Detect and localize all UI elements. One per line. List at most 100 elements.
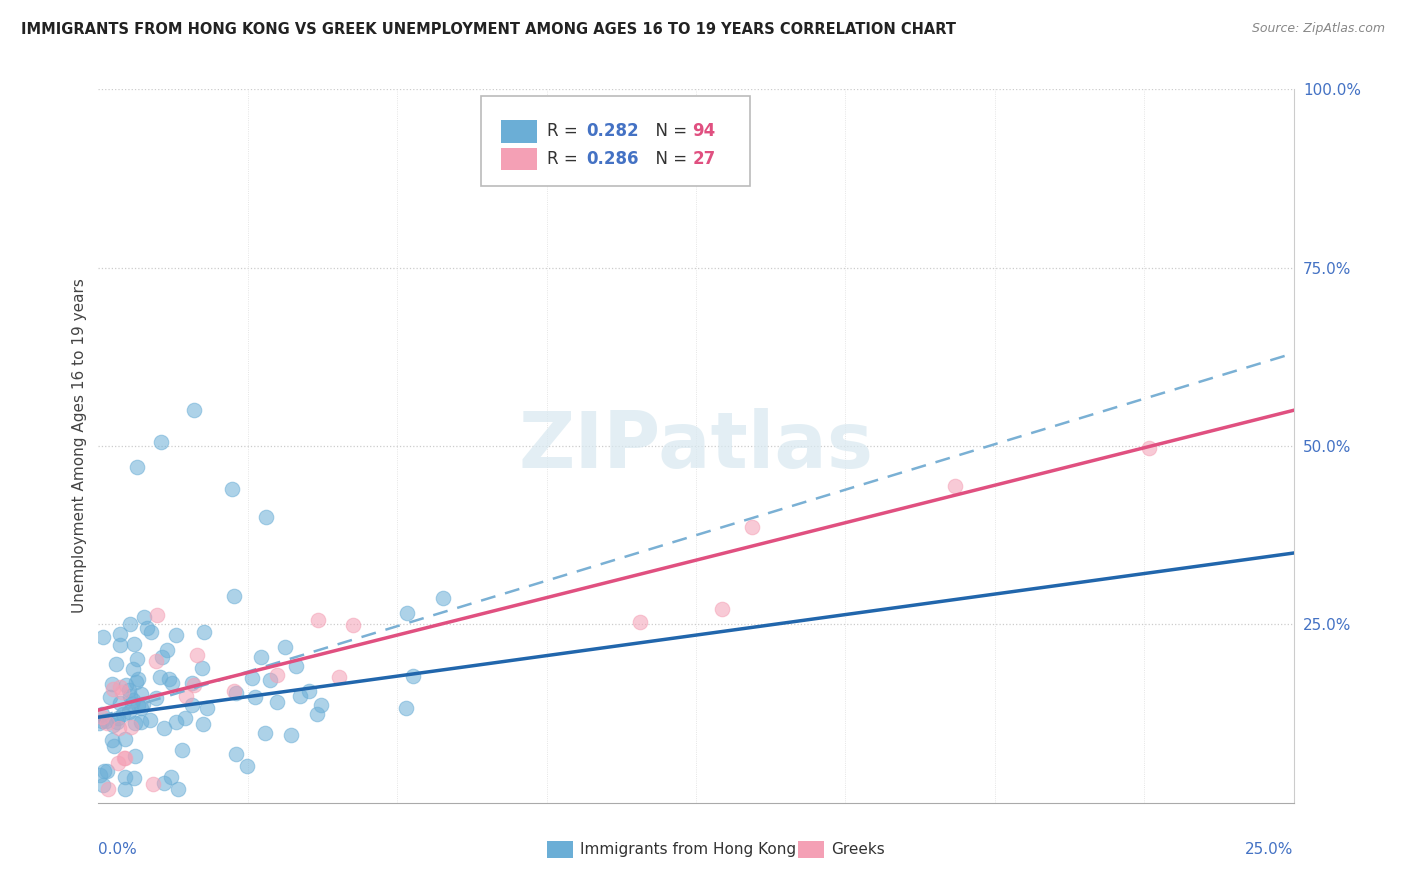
Text: Immigrants from Hong Kong: Immigrants from Hong Kong xyxy=(581,842,796,856)
Point xyxy=(108,722,131,736)
Point xyxy=(394,701,416,715)
Y-axis label: Unemployment Among Ages 16 to 19 years: Unemployment Among Ages 16 to 19 years xyxy=(72,278,87,614)
Point xyxy=(222,684,245,698)
Point xyxy=(165,715,187,730)
Point xyxy=(103,739,125,753)
Point xyxy=(221,482,243,496)
Point xyxy=(91,778,114,792)
Point xyxy=(107,711,129,725)
Point xyxy=(186,648,208,663)
Point xyxy=(240,671,263,685)
Point xyxy=(103,717,125,731)
Point xyxy=(139,713,162,727)
Point xyxy=(235,759,257,773)
Point xyxy=(307,707,329,722)
Point xyxy=(191,717,214,731)
FancyBboxPatch shape xyxy=(797,840,824,858)
Point xyxy=(183,403,205,417)
Point xyxy=(274,640,297,654)
Point xyxy=(108,627,131,641)
Point xyxy=(114,770,136,784)
Point xyxy=(157,672,180,686)
Point xyxy=(254,510,277,524)
Point xyxy=(96,764,118,778)
Point xyxy=(127,672,149,686)
Text: 94: 94 xyxy=(692,122,716,140)
Point xyxy=(120,720,142,734)
FancyBboxPatch shape xyxy=(501,120,537,143)
Point xyxy=(124,716,146,731)
Point xyxy=(114,731,136,746)
Point xyxy=(125,460,148,475)
Point xyxy=(118,616,141,631)
FancyBboxPatch shape xyxy=(501,147,537,170)
Point xyxy=(250,649,273,664)
Point xyxy=(118,705,141,719)
Point xyxy=(118,682,141,697)
Point xyxy=(146,608,169,623)
Point xyxy=(120,689,142,703)
Point xyxy=(395,606,418,620)
Point xyxy=(96,714,118,728)
Point xyxy=(945,479,967,493)
Point xyxy=(167,781,190,796)
Point xyxy=(105,657,128,671)
Point xyxy=(153,776,176,790)
Point xyxy=(91,710,114,724)
Text: 25.0%: 25.0% xyxy=(1246,842,1294,857)
Point xyxy=(100,733,122,747)
Point xyxy=(156,642,179,657)
FancyBboxPatch shape xyxy=(547,840,572,858)
Point xyxy=(181,676,204,690)
Point xyxy=(160,771,183,785)
Point xyxy=(122,772,145,786)
Text: R =: R = xyxy=(547,150,582,168)
Point xyxy=(142,777,165,791)
Point xyxy=(121,697,143,711)
Point xyxy=(114,751,136,765)
Point xyxy=(93,764,115,778)
Point xyxy=(108,696,131,710)
Point xyxy=(711,601,734,615)
Point xyxy=(105,714,128,729)
Point xyxy=(309,698,332,713)
Point xyxy=(124,675,146,690)
Point xyxy=(285,658,308,673)
Point xyxy=(91,714,114,728)
Text: IMMIGRANTS FROM HONG KONG VS GREEK UNEMPLOYMENT AMONG AGES 16 TO 19 YEARS CORREL: IMMIGRANTS FROM HONG KONG VS GREEK UNEMP… xyxy=(21,22,956,37)
Text: R =: R = xyxy=(547,122,582,140)
Text: Source: ZipAtlas.com: Source: ZipAtlas.com xyxy=(1251,22,1385,36)
Point xyxy=(115,678,138,692)
Point xyxy=(290,689,312,703)
Point xyxy=(110,680,132,694)
Point xyxy=(129,714,152,729)
Point xyxy=(145,655,167,669)
Point xyxy=(1137,441,1160,455)
Text: 0.0%: 0.0% xyxy=(98,842,138,857)
Point xyxy=(98,690,121,704)
Point xyxy=(149,670,172,684)
Point xyxy=(108,638,131,652)
Point xyxy=(342,618,364,632)
Point xyxy=(122,637,145,651)
Point xyxy=(107,756,129,771)
Point xyxy=(122,693,145,707)
Point xyxy=(172,743,194,757)
Point xyxy=(91,630,114,644)
Point xyxy=(132,610,155,624)
Point xyxy=(89,768,111,782)
Point xyxy=(741,520,763,534)
Point xyxy=(307,613,329,627)
Point xyxy=(97,781,120,796)
Text: Greeks: Greeks xyxy=(831,842,884,856)
Point xyxy=(96,716,118,731)
Point xyxy=(139,625,162,640)
Point xyxy=(225,747,247,761)
FancyBboxPatch shape xyxy=(481,96,749,186)
Point xyxy=(195,701,218,715)
Text: 0.282: 0.282 xyxy=(586,122,638,140)
Point xyxy=(259,673,281,688)
Point xyxy=(127,652,149,666)
Point xyxy=(183,678,205,692)
Text: 27: 27 xyxy=(692,150,716,168)
